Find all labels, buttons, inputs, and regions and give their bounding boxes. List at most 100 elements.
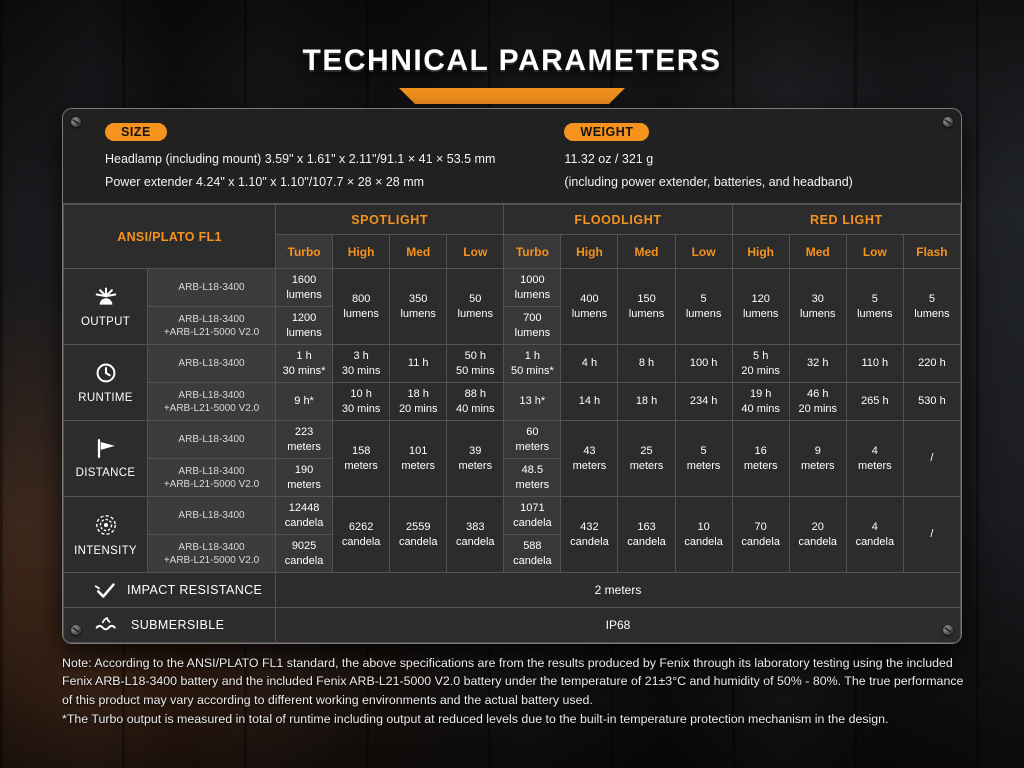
spec-cell: 400 lumens xyxy=(560,268,619,345)
battery-label: ARB-L18-3400 +ARB-L21-5000 V2.0 xyxy=(146,382,277,421)
spec-cell: 9025 candela xyxy=(275,534,334,573)
weight-value-line: 11.32 oz / 321 g xyxy=(564,152,654,166)
impact-resistance-row: IMPACT RESISTANCE 2 meters xyxy=(63,572,961,608)
spec-cell: 110 h xyxy=(845,344,904,383)
spec-cell: 5 meters xyxy=(674,420,733,497)
spec-cell: 9 h* xyxy=(275,382,334,421)
impact-resistance-header: IMPACT RESISTANCE xyxy=(63,572,277,608)
spec-cell: 101 meters xyxy=(389,420,448,497)
spec-cell: 530 h xyxy=(902,382,961,421)
spec-cell: 16 meters xyxy=(731,420,790,497)
spec-cell: 5 h 20 mins xyxy=(731,344,790,383)
spec-cell: 1200 lumens xyxy=(275,306,334,345)
spec-cell: 2559 candela xyxy=(389,496,448,573)
spec-cell: 25 meters xyxy=(617,420,676,497)
mode-header-row: Turbo High Med Low Turbo High Med Low Hi… xyxy=(64,234,961,269)
size-extender-line: Power extender 4.24" x 1.10" x 1.10"/107… xyxy=(105,174,425,189)
mode-header: Turbo xyxy=(503,234,562,269)
spec-cell: 30 lumens xyxy=(788,268,847,345)
mode-header: Med xyxy=(389,234,448,269)
spec-cell: 265 h xyxy=(845,382,904,421)
spec-cell: 120 lumens xyxy=(731,268,790,345)
spec-cell: 39 meters xyxy=(446,420,505,497)
mode-header: Med xyxy=(788,234,847,269)
group-header-row: ANSI/PLATO FL1 SPOTLIGHT FLOODLIGHT RED … xyxy=(63,204,961,269)
battery-label: ARB-L18-3400 +ARB-L21-5000 V2.0 xyxy=(146,534,277,573)
output-label: OUTPUT xyxy=(80,315,131,328)
spec-cell: 32 h xyxy=(788,344,847,383)
battery-label: ARB-L18-3400 +ARB-L21-5000 V2.0 xyxy=(146,306,277,345)
spec-cell: 158 meters xyxy=(332,420,391,497)
spec-cell: 100 h xyxy=(674,344,733,383)
footnote-standard: Note: According to the ANSI/PLATO FL1 st… xyxy=(62,656,964,707)
mode-header: High xyxy=(560,234,619,269)
battery-label: ARB-L18-3400 xyxy=(146,420,277,459)
screw-icon xyxy=(71,117,81,127)
spec-cell: 5 lumens xyxy=(845,268,904,345)
group-header-redlight: RED LIGHT xyxy=(731,204,961,235)
spec-cell: 12448 candela xyxy=(275,496,334,535)
spec-cell: 48.5 meters xyxy=(503,458,562,497)
spec-cell: 588 candela xyxy=(503,534,562,573)
submersible-label: SUBMERSIBLE xyxy=(131,618,225,632)
footnote-turbo: *The Turbo output is measured in total o… xyxy=(62,712,889,727)
spec-cell: 1 h 50 mins* xyxy=(503,344,562,383)
spec-cell: 50 lumens xyxy=(446,268,505,345)
spec-cell: 4 meters xyxy=(845,420,904,497)
spec-cell: 60 meters xyxy=(503,420,562,459)
fl1-standard-header: ANSI/PLATO FL1 xyxy=(63,204,277,269)
spec-cell: 4 candela xyxy=(845,496,904,573)
spec-cell: 800 lumens xyxy=(332,268,391,345)
distance-label: DISTANCE xyxy=(75,467,136,479)
spec-cell: 20 candela xyxy=(788,496,847,573)
sun-icon xyxy=(91,286,121,308)
spec-cell: 70 candela xyxy=(731,496,790,573)
mode-header: Low xyxy=(674,234,733,269)
spec-cell: 223 meters xyxy=(275,420,334,459)
runtime-category: RUNTIME xyxy=(63,344,148,421)
distance-row-battery1: DISTANCE ARB-L18-3400 223 meters 158 met… xyxy=(63,420,961,497)
spec-cell: 10 h 30 mins xyxy=(332,382,391,421)
flag-icon xyxy=(94,438,118,459)
size-headlamp-line: Headlamp (including mount) 3.59" x 1.61"… xyxy=(105,152,496,166)
screw-icon xyxy=(71,625,81,635)
spec-cell: 234 h xyxy=(674,382,733,421)
spec-cell: / xyxy=(902,420,961,497)
spec-cell: 3 h 30 mins xyxy=(332,344,391,383)
spec-cell: 88 h 40 mins xyxy=(446,382,505,421)
water-icon xyxy=(94,616,120,634)
runtime-label: RUNTIME xyxy=(78,391,133,404)
spec-cell: 700 lumens xyxy=(503,306,562,345)
mode-header: Turbo xyxy=(275,234,334,269)
intensity-row-battery1: INTENSITY ARB-L18-3400 12448 candela 626… xyxy=(63,496,961,573)
weight-section: WEIGHT 11.32 oz / 321 g (including power… xyxy=(564,123,941,193)
target-icon xyxy=(94,513,118,537)
impact-icon xyxy=(94,581,116,600)
mode-header: Low xyxy=(845,234,904,269)
spec-cell: 432 candela xyxy=(560,496,619,573)
intensity-category: INTENSITY xyxy=(63,496,148,573)
footnote-section: Note: According to the ANSI/PLATO FL1 st… xyxy=(62,654,964,729)
screw-icon xyxy=(943,117,953,127)
mode-header: High xyxy=(731,234,790,269)
spec-cell: 1071 candela xyxy=(503,496,562,535)
runtime-row-battery1: RUNTIME ARB-L18-3400 1 h 30 mins* 3 h 30… xyxy=(63,344,961,421)
size-badge: SIZE xyxy=(105,123,167,141)
spec-cell: 150 lumens xyxy=(617,268,676,345)
spec-cell: 163 candela xyxy=(617,496,676,573)
spec-cell: 14 h xyxy=(560,382,619,421)
spec-cell: 8 h xyxy=(617,344,676,383)
group-header-floodlight: FLOODLIGHT xyxy=(503,204,733,235)
runtime-row-battery2: ARB-L18-3400 +ARB-L21-5000 V2.0 9 h* 10 … xyxy=(64,382,961,421)
spec-cell: 18 h xyxy=(617,382,676,421)
spec-cell: 19 h 40 mins xyxy=(731,382,790,421)
spec-cell: 350 lumens xyxy=(389,268,448,345)
spec-cell: 6262 candela xyxy=(332,496,391,573)
spec-cell: 18 h 20 mins xyxy=(389,382,448,421)
spec-panel: SIZE Headlamp (including mount) 3.59" x … xyxy=(62,108,962,644)
spec-cell: / xyxy=(902,496,961,573)
group-header-spotlight: SPOTLIGHT xyxy=(275,204,505,235)
spec-cell: 13 h* xyxy=(503,382,562,421)
title-banner xyxy=(399,88,625,104)
spec-cell: 383 candela xyxy=(446,496,505,573)
